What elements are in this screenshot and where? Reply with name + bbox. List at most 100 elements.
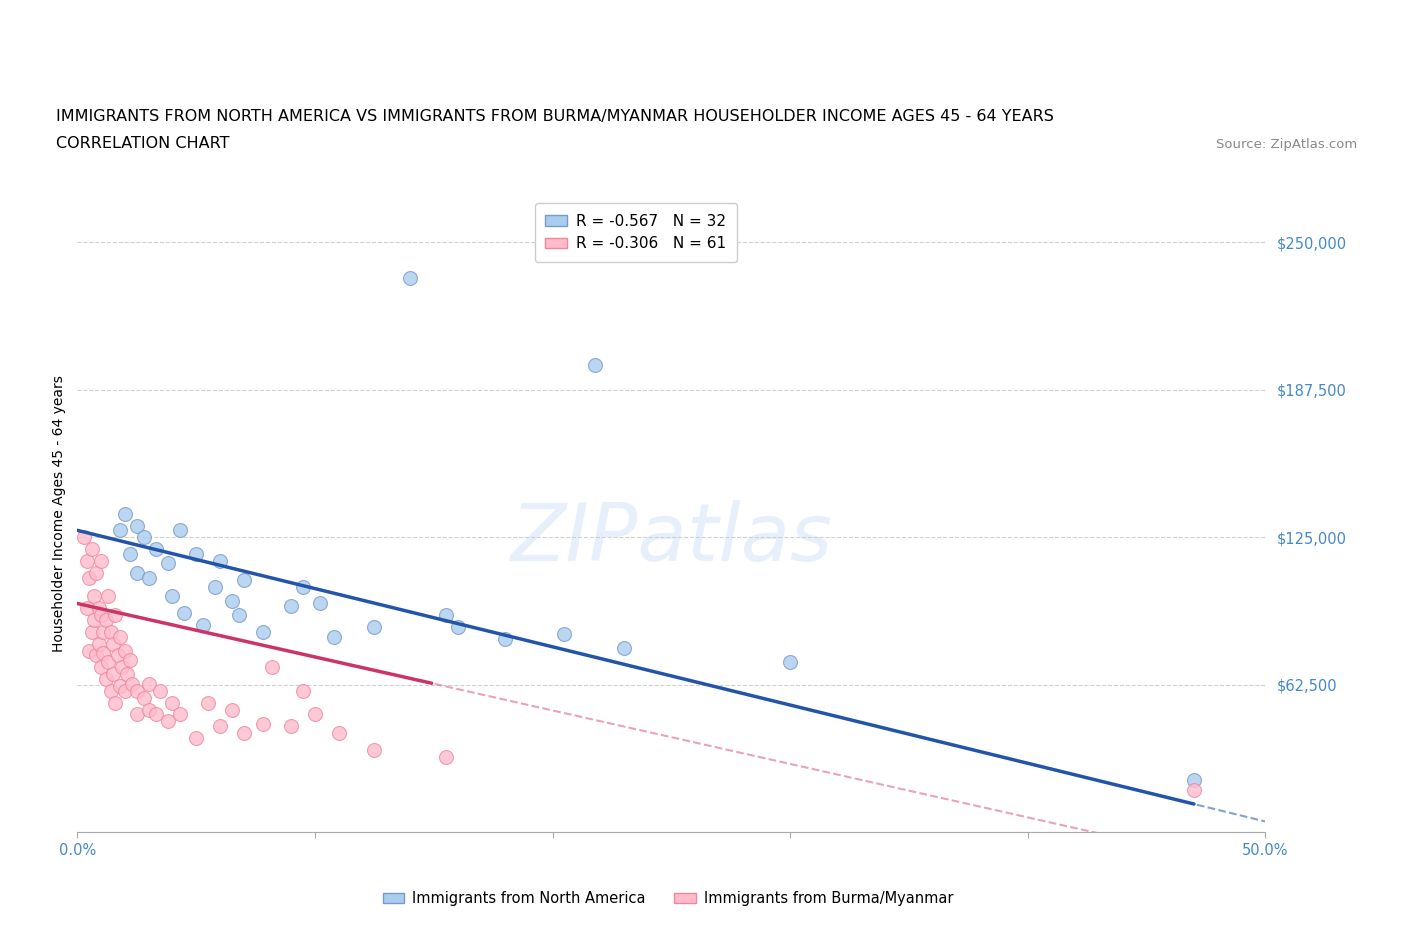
Point: [108, 679, 131, 694]
Point: [80, 624, 103, 639]
Point: [73, 530, 96, 545]
Point: [613, 641, 636, 656]
Point: [434, 608, 457, 623]
Point: [1182, 773, 1205, 788]
Point: [90, 608, 112, 623]
Point: [100, 624, 122, 639]
Point: [76, 601, 98, 616]
Point: [125, 707, 148, 722]
Point: [208, 719, 231, 734]
Point: [169, 523, 191, 538]
Point: [252, 624, 274, 639]
Point: [125, 684, 148, 698]
Point: [138, 570, 160, 585]
Point: [90, 553, 112, 568]
Point: [328, 725, 350, 740]
Point: [97, 589, 120, 604]
Point: [399, 271, 422, 286]
Point: [80, 542, 103, 557]
Point: [446, 619, 468, 634]
Point: [87, 636, 110, 651]
Text: IMMIGRANTS FROM NORTH AMERICA VS IMMIGRANTS FROM BURMA/MYANMAR HOUSEHOLDER INCOM: IMMIGRANTS FROM NORTH AMERICA VS IMMIGRA…: [56, 109, 1054, 124]
Point: [93, 624, 115, 639]
Point: [118, 653, 141, 668]
Point: [145, 542, 167, 557]
Point: [162, 589, 184, 604]
Point: [208, 553, 231, 568]
Point: [97, 655, 120, 670]
Point: [232, 573, 254, 588]
Point: [132, 690, 155, 705]
Point: [169, 707, 191, 722]
Y-axis label: Householder Income Ages 45 - 64 years: Householder Income Ages 45 - 64 years: [52, 376, 66, 652]
Point: [108, 629, 131, 644]
Point: [145, 707, 167, 722]
Point: [280, 719, 302, 734]
Point: [363, 742, 385, 757]
Point: [280, 598, 302, 613]
Point: [83, 589, 105, 604]
Point: [193, 618, 215, 632]
Point: [304, 707, 326, 722]
Point: [434, 750, 457, 764]
Point: [553, 627, 575, 642]
Point: [77, 644, 100, 658]
Point: [114, 644, 136, 658]
Point: [94, 671, 117, 686]
Point: [132, 530, 155, 545]
Text: ZIPatlas: ZIPatlas: [510, 500, 832, 578]
Point: [186, 547, 208, 562]
Point: [86, 648, 108, 663]
Point: [156, 714, 179, 729]
Text: CORRELATION CHART: CORRELATION CHART: [56, 136, 229, 151]
Point: [115, 667, 138, 682]
Point: [204, 579, 226, 594]
Point: [149, 684, 172, 698]
Point: [107, 648, 129, 663]
Text: Source: ZipAtlas.com: Source: ZipAtlas.com: [1216, 138, 1357, 151]
Point: [101, 636, 124, 651]
Point: [121, 676, 143, 691]
Point: [90, 659, 112, 674]
Point: [156, 556, 179, 571]
Point: [494, 631, 516, 646]
Point: [292, 684, 315, 698]
Point: [111, 659, 134, 674]
Point: [87, 601, 110, 616]
Point: [186, 731, 208, 746]
Point: [323, 629, 346, 644]
Point: [162, 695, 184, 710]
Point: [101, 667, 124, 682]
Legend: R = -0.567   N = 32, R = -0.306   N = 61: R = -0.567 N = 32, R = -0.306 N = 61: [534, 203, 737, 262]
Point: [1182, 782, 1205, 797]
Point: [76, 553, 98, 568]
Point: [173, 605, 195, 620]
Point: [86, 565, 108, 580]
Point: [197, 695, 219, 710]
Point: [108, 523, 131, 538]
Point: [221, 593, 243, 608]
Point: [262, 659, 284, 674]
Point: [583, 358, 606, 373]
Point: [779, 655, 801, 670]
Point: [125, 565, 148, 580]
Point: [232, 725, 254, 740]
Point: [252, 716, 274, 731]
Point: [118, 547, 141, 562]
Point: [83, 613, 105, 628]
Legend: Immigrants from North America, Immigrants from Burma/Myanmar: Immigrants from North America, Immigrant…: [377, 884, 959, 911]
Point: [93, 645, 115, 660]
Point: [114, 684, 136, 698]
Point: [228, 608, 250, 623]
Point: [138, 676, 160, 691]
Point: [114, 506, 136, 521]
Point: [363, 619, 385, 634]
Point: [104, 695, 127, 710]
Point: [308, 596, 330, 611]
Point: [94, 613, 117, 628]
Point: [125, 518, 148, 533]
Point: [100, 684, 122, 698]
Point: [77, 570, 100, 585]
Point: [104, 608, 127, 623]
Point: [221, 702, 243, 717]
